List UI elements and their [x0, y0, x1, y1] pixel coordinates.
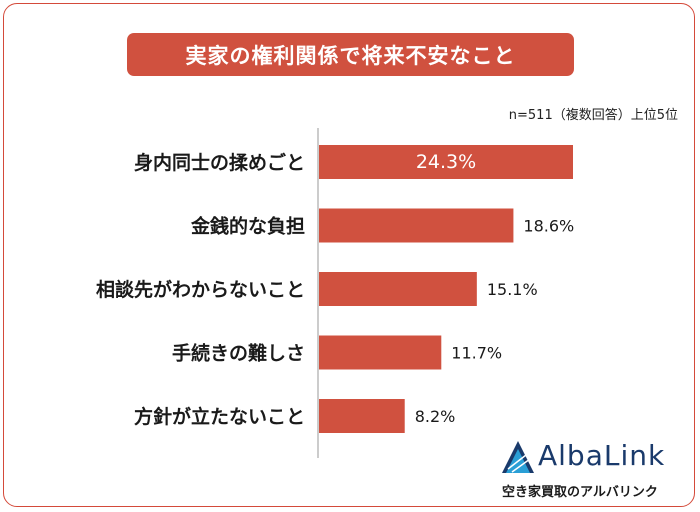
- category-label-1: 金銭的な負担: [190, 215, 305, 238]
- value-label-1: 18.6%: [523, 217, 574, 236]
- bar-0: [319, 145, 573, 179]
- category-label-2: 相談先がわからないこと: [96, 278, 305, 301]
- logo-name: AlbaLink: [538, 439, 666, 472]
- chart-frame: [3, 3, 695, 507]
- albalink-logo: AlbaLink 空き家買取のアルバリンク: [500, 437, 690, 500]
- value-label-4: 8.2%: [415, 407, 456, 426]
- category-label-4: 方針が立たないこと: [134, 405, 305, 428]
- logo-mark-icon: [502, 441, 534, 473]
- bar-1: [319, 208, 514, 243]
- value-label-0: 24.3%: [416, 151, 476, 173]
- logo-subtitle: 空き家買取のアルバリンク: [502, 485, 658, 500]
- category-label-0: 身内同士の揉めごと: [134, 151, 305, 174]
- bar-2: [319, 272, 477, 306]
- bar-4: [319, 399, 405, 433]
- bar-3: [319, 335, 442, 370]
- value-label-2: 15.1%: [487, 280, 538, 299]
- value-label-3: 11.7%: [451, 344, 502, 363]
- chart-title: 実家の権利関係で将来不安なこと: [127, 33, 574, 76]
- sample-note: n=511（複数回答）上位5位: [508, 108, 678, 123]
- category-label-3: 手続きの難しさ: [172, 342, 305, 365]
